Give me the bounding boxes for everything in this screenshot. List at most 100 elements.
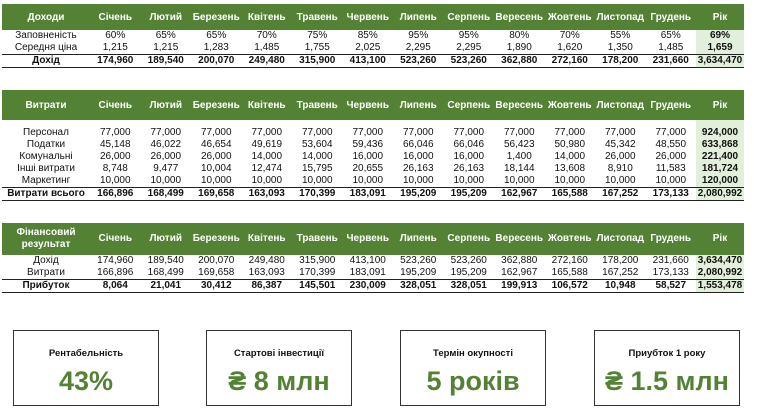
kpi-card-payback: Термін окупності 5 років: [400, 330, 546, 406]
table-cell: 26,000: [99, 151, 131, 162]
table-cell: 26,000: [150, 151, 182, 162]
table-cell: 10,000: [645, 175, 696, 188]
table-cell: 195,209: [443, 187, 494, 201]
table-cell: 249,480: [241, 54, 292, 68]
table-cell: 65%: [660, 30, 681, 41]
year-total-cell: 221,400: [696, 151, 744, 163]
month-header: Квітень: [241, 223, 292, 255]
table-cell: 168,499: [140, 267, 191, 280]
table-row: Маркетинг 10,000 10,000 10,000 10,000 10,000 1…: [2, 175, 744, 188]
month-header: Березень: [191, 223, 242, 255]
table-cell: 1,400: [506, 151, 532, 162]
month-header: Лютий: [140, 223, 191, 255]
table-cell: 199,913: [494, 279, 545, 293]
table-cell: 166,896: [90, 267, 141, 280]
table-cell: 48,550: [655, 139, 687, 150]
table-cell: 183,091: [342, 267, 393, 280]
month-header: Квітень: [241, 90, 292, 120]
table-row: Інші витрати 8,748 9,477 10,004 12,474 15,795…: [2, 163, 744, 175]
table-cell: 231,660: [652, 255, 689, 266]
table-cell: 1,620: [544, 42, 595, 55]
row-label: Заповненість: [15, 30, 77, 41]
table-cell: 173,133: [645, 267, 696, 280]
kpi-card-first-year-profit: Приубток 1 року ₴ 1.5 млн: [594, 330, 740, 406]
row-label: Середня ціна: [2, 42, 90, 55]
table-cell: 10,000: [241, 175, 292, 188]
table-cell: 8,748: [102, 163, 128, 174]
table-cell: 26,163: [453, 163, 485, 174]
table-cell: 168,499: [140, 187, 191, 201]
year-total-cell: 181,724: [696, 163, 744, 175]
table-cell: 195,209: [443, 267, 494, 280]
income-header-row: Доходи Січень Лютий Березень Квітень Тра…: [2, 4, 744, 30]
table-cell: 169,658: [191, 187, 242, 201]
month-header: Листопад: [595, 90, 646, 120]
financial-header-row: Фінансовий результат Січень Лютий Березе…: [2, 223, 744, 255]
table-cell: 77,000: [99, 127, 131, 138]
month-header: Лютий: [140, 4, 191, 30]
row-label: Комунальні: [19, 151, 73, 162]
table-cell: 10,000: [544, 175, 595, 188]
table-cell: 167,252: [595, 187, 646, 201]
table-cell: 523,260: [393, 54, 444, 68]
table-cell: 10,000: [494, 175, 545, 188]
table-cell: 195,209: [393, 187, 444, 201]
table-cell: 70%: [256, 30, 277, 41]
table-cell: 26,000: [604, 151, 636, 162]
table-cell: 2,295: [393, 42, 444, 55]
year-total-cell: 1,659: [696, 42, 744, 55]
table-cell: 170,399: [292, 267, 343, 280]
month-header: Вересень: [494, 90, 545, 120]
table-cell: 70%: [559, 30, 580, 41]
table-cell: 10,000: [595, 175, 646, 188]
month-header: Травень: [292, 223, 343, 255]
year-total-cell: 3,634,470: [696, 54, 744, 68]
month-header: Жовтень: [544, 223, 595, 255]
year-header: Рік: [696, 90, 744, 120]
table-cell: 55%: [610, 30, 631, 41]
year-header: Рік: [696, 223, 744, 255]
table-cell: 10,000: [292, 175, 343, 188]
table-cell: 178,200: [595, 54, 646, 68]
row-label: Інші витрати: [17, 163, 75, 174]
table-cell: 163,093: [241, 187, 292, 201]
table-cell: 163,093: [241, 267, 292, 280]
table-cell: 165,588: [544, 267, 595, 280]
table-row: Комунальні 26,000 26,000 26,000 14,000 14,000…: [2, 151, 744, 163]
month-header: Жовтень: [544, 90, 595, 120]
table-cell: 86,387: [241, 279, 292, 293]
table-cell: 1,283: [191, 42, 242, 55]
table-row: Прибуток 8,064 21,041 30,412 86,387 145,501 23…: [2, 279, 744, 293]
table-cell: 523,260: [443, 54, 494, 68]
table-cell: 80%: [509, 30, 530, 41]
table-cell: 362,880: [501, 255, 538, 266]
month-header: Лютий: [140, 90, 191, 120]
table-cell: 15,795: [301, 163, 333, 174]
table-cell: 66,046: [402, 139, 434, 150]
table-cell: 523,260: [450, 255, 487, 266]
year-header: Рік: [696, 4, 744, 30]
month-header: Березень: [191, 90, 242, 120]
table-cell: 189,540: [140, 54, 191, 68]
table-cell: 26,000: [655, 151, 687, 162]
month-header: Червень: [342, 4, 393, 30]
table-cell: 272,160: [544, 54, 595, 68]
month-header: Грудень: [645, 90, 696, 120]
table-cell: 46,022: [150, 139, 182, 150]
month-header: Травень: [292, 4, 343, 30]
table-row: Дохід 174,960 189,540 200,070 249,480 315,900…: [2, 255, 744, 267]
table-cell: 1,485: [241, 42, 292, 55]
kpi-value: 5 років: [426, 366, 520, 396]
table-cell: 77,000: [200, 127, 232, 138]
table-cell: 315,900: [292, 54, 343, 68]
table-cell: 77,000: [453, 127, 485, 138]
month-header: Червень: [342, 223, 393, 255]
table-cell: 328,051: [393, 279, 444, 293]
table-cell: 10,948: [595, 279, 646, 293]
table-cell: 66,046: [453, 139, 485, 150]
table-cell: 183,091: [342, 187, 393, 201]
month-header: Червень: [342, 90, 393, 120]
table-cell: 249,480: [248, 255, 285, 266]
table-cell: 16,000: [453, 151, 485, 162]
spacer-row: [2, 120, 744, 127]
